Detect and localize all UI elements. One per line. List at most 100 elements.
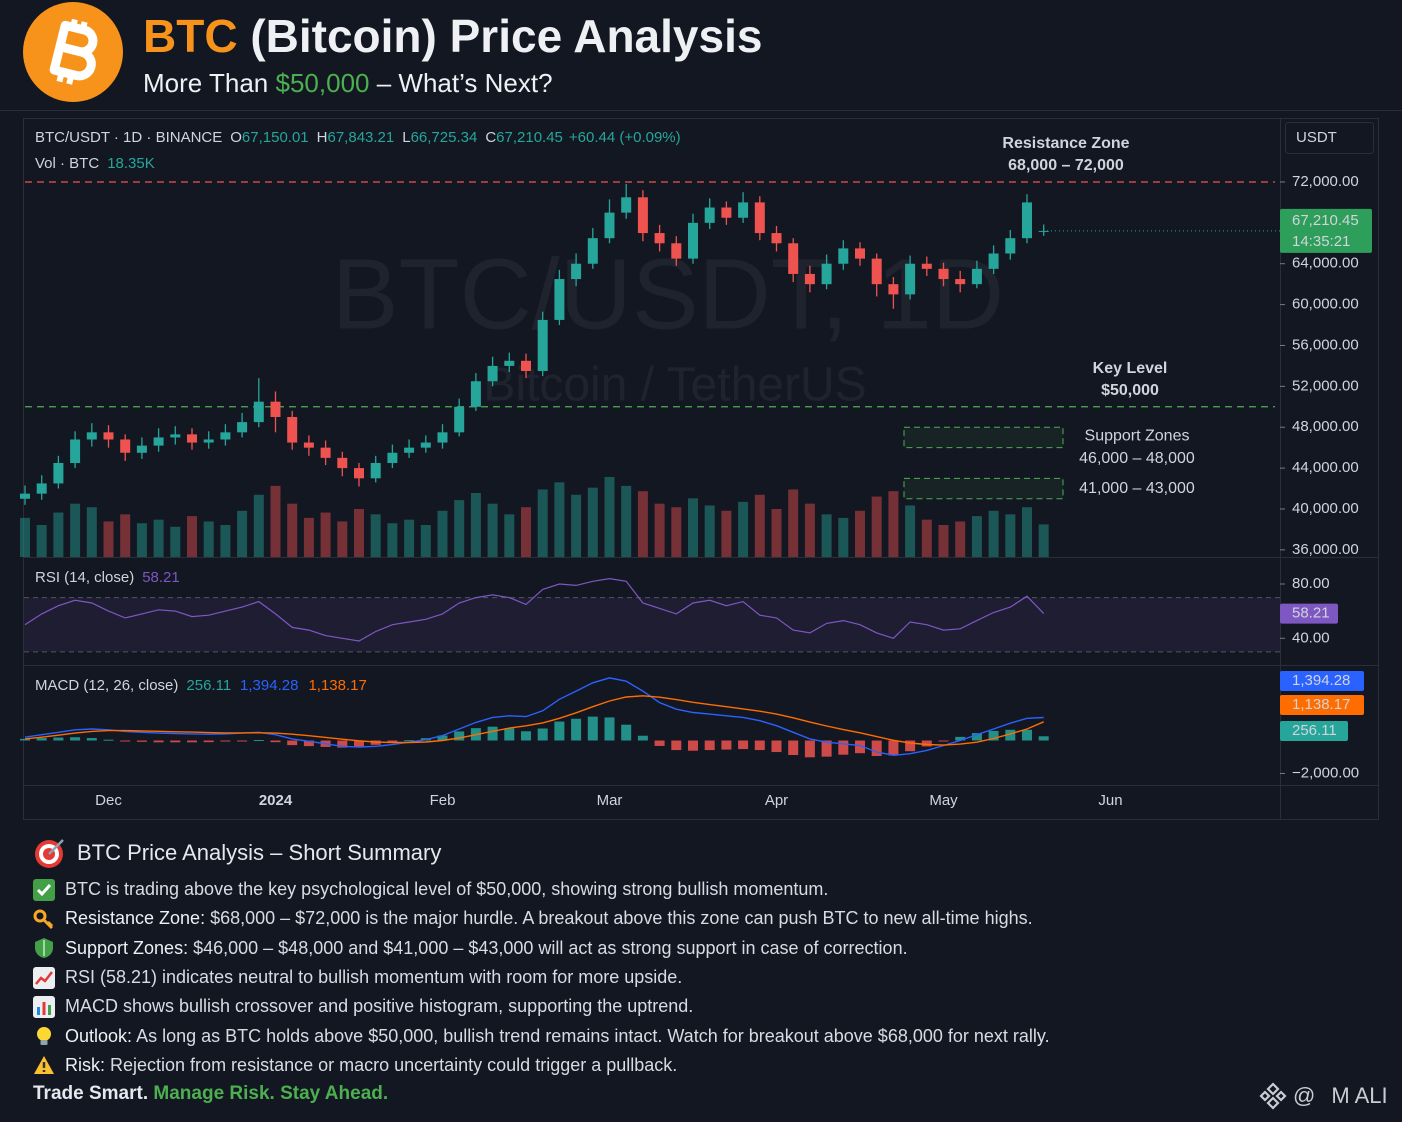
- watermark: BTC/USDT, 1D: [332, 238, 1004, 350]
- summary: BTC Price Analysis – Short Summary BTC i…: [33, 836, 1388, 1110]
- subtitle-post: – What’s Next?: [377, 68, 553, 98]
- candle-body: [420, 442, 431, 448]
- rsi-title: RSI (14, close): [35, 569, 134, 586]
- shield-icon: [35, 938, 53, 959]
- volume-bar: [754, 494, 765, 557]
- volume-bar: [905, 505, 916, 557]
- signal-badge: 1,138.17: [1292, 696, 1350, 713]
- level-name: Key Level: [1093, 360, 1168, 377]
- macd-legend: MACD (12, 26, close) 256.11 1,394.28 1,138.…: [35, 677, 367, 694]
- y-tick-label: 80.00: [1292, 575, 1330, 592]
- histogram-badge-bg: [1280, 721, 1348, 741]
- macd-value: 1,394.28: [240, 677, 298, 694]
- level-label: $50,000: [1101, 382, 1159, 399]
- x-tick-label: Jun: [1098, 792, 1122, 809]
- macd-histogram-bar: [905, 740, 916, 752]
- candle-body: [103, 432, 114, 440]
- volume-bar: [86, 507, 97, 557]
- item-text: RSI (58.21) indicates neutral to bullish…: [65, 967, 683, 988]
- y-tick-label: 44,000.00: [1292, 459, 1359, 476]
- level-label: 68,000 – 72,000: [1008, 157, 1124, 174]
- bitcoin-glyph: [49, 18, 98, 85]
- macd-histogram-bar: [220, 740, 231, 742]
- signal-badge-bg: [1280, 695, 1364, 715]
- candle-body: [971, 268, 982, 285]
- chart-frame: [23, 118, 1379, 820]
- candle-body: [1022, 202, 1032, 239]
- macd-histogram-bar: [153, 740, 164, 743]
- candle-body: [387, 452, 398, 463]
- ohlc-value: 67,843.21: [328, 129, 395, 146]
- ohlc-value: 66,725.34: [411, 129, 478, 146]
- candle-body: [187, 434, 197, 443]
- macd-histogram-bar: [955, 736, 966, 741]
- candle-body: [688, 222, 698, 259]
- rsi-value: 58.21: [142, 569, 180, 586]
- macd-histogram-bar: [287, 740, 298, 746]
- candle-body: [203, 439, 214, 443]
- volume-bar: [688, 498, 698, 557]
- ticker: BTC: [143, 10, 238, 62]
- volume-bar: [120, 514, 131, 557]
- volume-bar: [1005, 514, 1016, 557]
- volume-bar: [36, 525, 47, 557]
- macd-histogram-bar: [671, 740, 682, 751]
- macd-histogram-bar: [654, 740, 665, 746]
- subtitle-pre: More Than: [143, 68, 268, 98]
- volume-bar: [470, 493, 481, 557]
- candle-body: [337, 457, 348, 469]
- candle-body: [70, 439, 81, 463]
- candle-body: [120, 439, 131, 453]
- macd-histogram-bar: [804, 740, 815, 758]
- y-tick-label: 72,000.00: [1292, 173, 1359, 190]
- signal-value: 1,138.17: [308, 677, 366, 694]
- volume-bar: [971, 516, 982, 557]
- item-text: $46,000 – $48,000 and $41,000 – $43,000 …: [193, 937, 908, 958]
- volume-bar: [404, 519, 415, 557]
- macd-line: [24, 677, 1044, 757]
- volume-bar: [621, 485, 632, 557]
- macd-histogram-bar: [604, 717, 615, 741]
- volume-bar: [988, 510, 999, 557]
- macd-histogram-bar: [454, 731, 465, 741]
- macd-histogram-bar: [621, 724, 632, 741]
- macd-histogram-bar: [187, 740, 197, 743]
- candle-body: [721, 207, 732, 218]
- y-tick-label: 48,000.00: [1292, 418, 1359, 435]
- x-tick-label: Feb: [430, 792, 456, 809]
- candle-body: [988, 253, 999, 269]
- candle-body: [754, 202, 765, 234]
- volume-bar: [437, 510, 448, 557]
- zone-label: 46,000 – 48,000: [1079, 450, 1195, 467]
- macd-histogram-bar: [387, 740, 398, 743]
- macd-histogram-bar: [487, 726, 498, 741]
- candle-body: [704, 207, 715, 223]
- summary-heading: BTC Price Analysis – Short Summary: [33, 836, 1373, 870]
- support-zone: [903, 477, 1064, 500]
- candle-body: [1005, 238, 1016, 254]
- y-tick-label: −2,000.00: [1292, 764, 1359, 781]
- volume-bar: [487, 503, 498, 557]
- volume-bar: [270, 485, 281, 557]
- macd-histogram-bar: [1022, 729, 1032, 741]
- macd-histogram-bar: [103, 739, 114, 741]
- signature: @ M ALI: [1259, 1082, 1399, 1110]
- volume-bar: [53, 512, 64, 557]
- candle-body: [637, 197, 648, 234]
- macd-histogram-bar: [203, 740, 214, 743]
- candle-body: [537, 319, 548, 372]
- macd-histogram-bar: [170, 740, 181, 743]
- macd-histogram-bar: [571, 718, 582, 741]
- volume-bar: [303, 517, 314, 557]
- candle-body: [470, 381, 481, 407]
- macd-histogram-bar: [587, 716, 598, 741]
- macd-histogram-bar: [537, 728, 548, 741]
- macd-histogram-bar: [738, 740, 749, 750]
- candle-body: [938, 268, 949, 280]
- volume-bar: [203, 521, 214, 557]
- rsi-badge: 58.21: [1292, 605, 1330, 622]
- volume-title: Vol · BTC: [35, 155, 99, 172]
- macd-histogram-bar: [1005, 729, 1016, 741]
- summary-item: Risk: Rejection from resistance or macro…: [33, 1051, 1373, 1080]
